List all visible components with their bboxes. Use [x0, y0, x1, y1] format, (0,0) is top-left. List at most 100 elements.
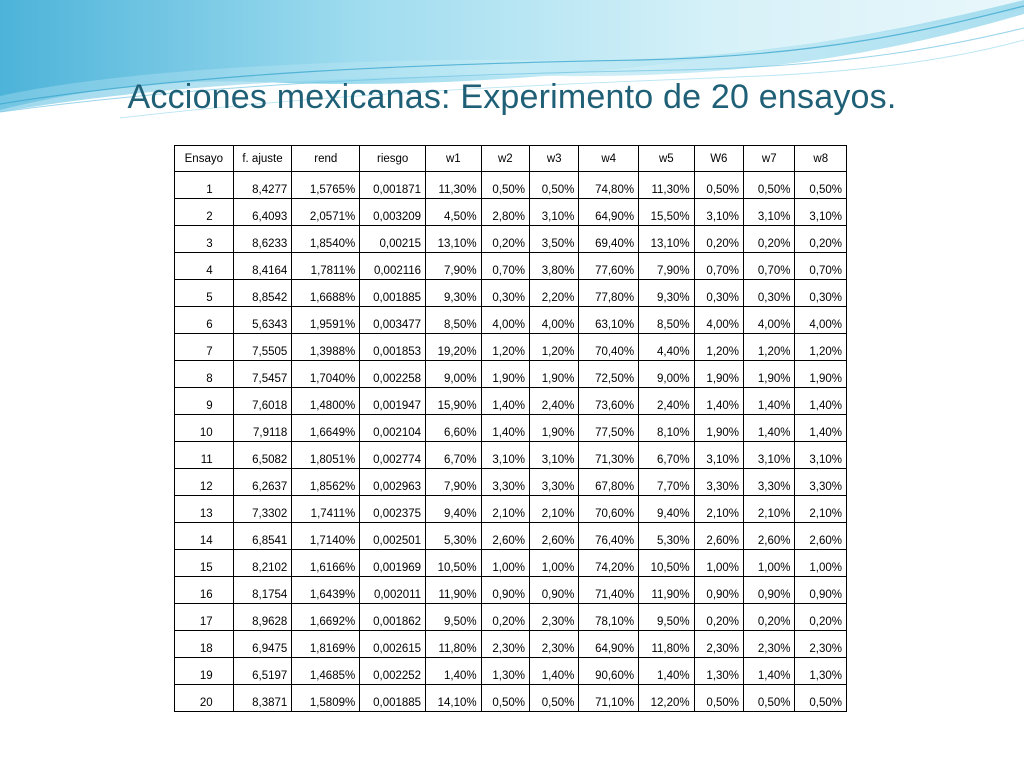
table-cell: 7,3302	[232, 495, 293, 523]
table-cell: 63,10%	[578, 306, 640, 334]
table-cell: 2,30%	[743, 630, 796, 658]
table-cell: 1,90%	[794, 360, 847, 388]
table-cell: 0,50%	[693, 684, 745, 712]
table-cell: 3,10%	[693, 198, 745, 226]
table-cell: 13,10%	[425, 225, 482, 253]
table-cell: 1,8169%	[291, 630, 361, 658]
table-cell: 67,80%	[578, 468, 640, 496]
header-wave-decoration	[0, 0, 1024, 119]
table-cell: 1,20%	[480, 333, 531, 361]
table-cell: 9	[174, 387, 234, 415]
table-cell: 1,30%	[794, 657, 847, 685]
table-cell: 8,2102	[232, 549, 293, 577]
table-cell: 3	[174, 225, 234, 253]
table-cell: 69,40%	[578, 225, 640, 253]
table-cell: 7,5457	[232, 360, 293, 388]
table-cell: 0,001862	[359, 603, 427, 631]
table-cell: 0,002774	[359, 441, 427, 469]
table-cell: 4,00%	[693, 306, 745, 334]
table-cell: 0,90%	[528, 576, 580, 604]
table-cell: 2,30%	[528, 630, 580, 658]
table-row: 1 8,4277 1,5765% 0,001871 11,30% 0,50% 0,50% 74…	[174, 171, 847, 199]
table-cell: 3,10%	[794, 441, 847, 469]
table-cell: 1,4685%	[291, 657, 361, 685]
table-cell: 2,30%	[480, 630, 531, 658]
table-cell: 0,30%	[794, 279, 847, 307]
table-cell: 70,60%	[578, 495, 640, 523]
table-cell: 2,30%	[693, 630, 745, 658]
table-cell: 0,002252	[359, 657, 427, 685]
table-cell: 9,00%	[638, 360, 695, 388]
table-cell: 4,40%	[638, 333, 695, 361]
table-cell: 0,20%	[743, 603, 796, 631]
table-cell: 1,90%	[528, 360, 580, 388]
table-cell: 0,00215	[359, 225, 427, 253]
table-cell: 8,50%	[425, 306, 482, 334]
table-row: 17 8,9628 1,6692% 0,001862 9,50% 0,20% 2,30% 78…	[174, 603, 847, 631]
table-cell: 0,70%	[693, 252, 745, 280]
table-cell: 11,30%	[425, 171, 482, 199]
table-cell: 0,90%	[794, 576, 847, 604]
table-cell: 8	[174, 360, 234, 388]
table-cell: 76,40%	[578, 522, 640, 550]
table-cell: 11,80%	[425, 630, 482, 658]
table-cell: 1,90%	[480, 360, 531, 388]
table-cell: 1,4800%	[291, 387, 361, 415]
table-cell: 0,002615	[359, 630, 427, 658]
table-row: 3 8,6233 1,8540% 0,00215 13,10% 0,20% 3,50% 69,…	[174, 225, 847, 253]
table-cell: 0,002963	[359, 468, 427, 496]
table-cell: 0,20%	[794, 603, 847, 631]
table-cell: 10	[174, 414, 234, 442]
table-cell: 1,40%	[480, 387, 531, 415]
table-cell: 1,40%	[480, 414, 531, 442]
table-cell: 1,40%	[743, 387, 796, 415]
table-cell: 3,30%	[794, 468, 847, 496]
table-cell: 2,10%	[693, 495, 745, 523]
table-cell: 3,10%	[528, 441, 580, 469]
table-cell: 0,50%	[743, 684, 796, 712]
table-cell: 1,7140%	[291, 522, 361, 550]
wave-line-2	[0, 27, 1024, 113]
table-cell: 1,7411%	[291, 495, 361, 523]
table-cell: 0,20%	[693, 225, 745, 253]
column-header-rend: rend	[291, 145, 361, 172]
table-cell: 0,50%	[743, 171, 796, 199]
table-cell: 72,50%	[578, 360, 640, 388]
table-cell: 8,8542	[232, 279, 293, 307]
table-cell: 0,50%	[528, 684, 580, 712]
table-cell: 6,70%	[425, 441, 482, 469]
table-cell: 6,8541	[232, 522, 293, 550]
table-cell: 8,10%	[638, 414, 695, 442]
table-cell: 3,10%	[743, 441, 796, 469]
table-cell: 1,40%	[794, 387, 847, 415]
experiment-table: Ensayo f. ajuste rend riesgo w1 w2 w3 w4 w5 W6 w7 w…	[174, 145, 847, 712]
table-cell: 77,80%	[578, 279, 640, 307]
table-cell: 3,50%	[528, 225, 580, 253]
table-cell: 73,60%	[578, 387, 640, 415]
column-header-w5: w5	[638, 145, 695, 172]
wave-band-top	[0, 0, 1024, 110]
table-cell: 3,30%	[743, 468, 796, 496]
table-cell: 0,003477	[359, 306, 427, 334]
table-row: 13 7,3302 1,7411% 0,002375 9,40% 2,10% 2,10% 70…	[174, 495, 847, 523]
wave-line-1	[0, 5, 1024, 105]
table-cell: 1,6166%	[291, 549, 361, 577]
table-cell: 0,50%	[480, 171, 531, 199]
slide-title: Acciones mexicanas: Experimento de 20 en…	[127, 78, 897, 116]
table-cell: 2,10%	[794, 495, 847, 523]
table-cell: 2,40%	[638, 387, 695, 415]
table-cell: 1,40%	[425, 657, 482, 685]
table-cell: 7,6018	[232, 387, 293, 415]
table-row: 20 8,3871 1,5809% 0,001885 14,10% 0,50% 0,50% 7…	[174, 684, 847, 712]
table-cell: 5,30%	[638, 522, 695, 550]
table-cell: 0,90%	[693, 576, 745, 604]
table-cell: 1,30%	[480, 657, 531, 685]
table-cell: 7	[174, 333, 234, 361]
column-header-f-ajuste: f. ajuste	[232, 145, 293, 172]
table-cell: 0,20%	[480, 225, 531, 253]
table-cell: 1,7811%	[291, 252, 361, 280]
table-cell: 1,40%	[743, 414, 796, 442]
table-cell: 1,6439%	[291, 576, 361, 604]
table-row: 7 7,5505 1,3988% 0,001853 19,20% 1,20% 1,20% 70…	[174, 333, 847, 361]
table-cell: 7,90%	[425, 252, 482, 280]
